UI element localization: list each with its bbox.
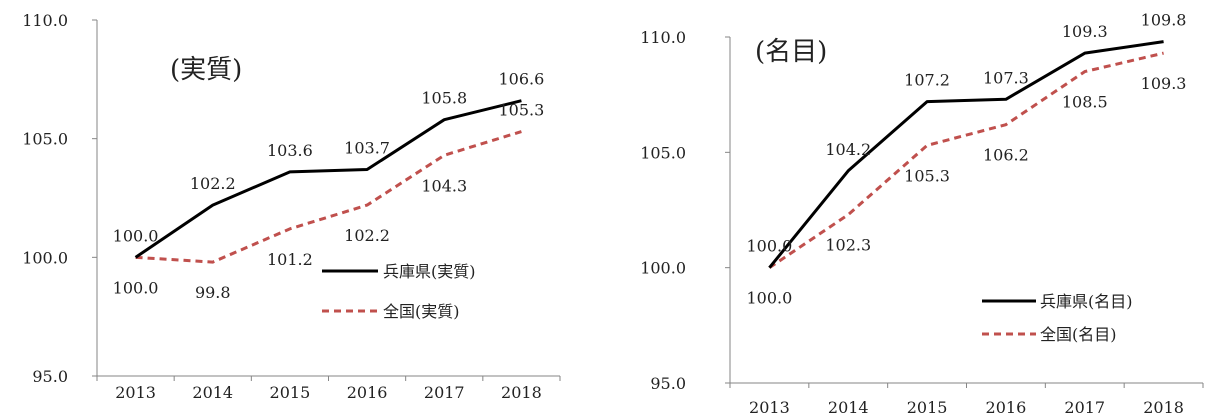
real-y-tick-label: 105.0: [22, 130, 68, 149]
real-legend-label: 全国(実質): [383, 302, 460, 321]
nominal-data-label: 100.0: [747, 237, 793, 256]
real-legend-label: 兵庫県(実質): [383, 262, 476, 281]
real-data-label: 99.8: [195, 283, 231, 302]
nominal-data-label: 109.3: [1062, 22, 1108, 41]
real-series-line-2: [135, 130, 522, 264]
nominal-x-tick-label: 2016: [986, 398, 1027, 416]
real-x-tick-label: 2016: [347, 383, 388, 402]
real-data-label: 100.0: [113, 226, 159, 245]
real-y-tick-label: 95.0: [32, 367, 68, 386]
nominal-data-label: 105.3: [904, 166, 950, 185]
real-data-label: 103.6: [267, 141, 313, 160]
nominal-data-label: 107.2: [904, 71, 950, 90]
real-y-tick-label: 100.0: [22, 248, 68, 267]
nominal-data-label: 109.8: [1141, 11, 1187, 30]
nominal-y-tick-label: 95.0: [650, 374, 686, 393]
real-series-line-1: [134, 99, 522, 259]
nominal-data-label: 104.2: [825, 140, 871, 159]
nominal-y-tick-label: 100.0: [640, 259, 686, 278]
real-data-label: 102.2: [344, 226, 390, 245]
nominal-x-tick-label: 2013: [749, 398, 790, 416]
real-data-label: 106.6: [499, 70, 545, 89]
nominal-data-label: 108.5: [1062, 93, 1108, 112]
real-y-tick-label: 110.0: [22, 11, 68, 30]
nominal-x-tick-label: 2017: [1064, 398, 1105, 416]
nominal-x-tick-label: 2018: [1143, 398, 1184, 416]
nominal-series-line-1: [768, 40, 1164, 269]
real-x-tick-label: 2014: [192, 383, 233, 402]
nominal-y-tick-label: 110.0: [640, 28, 686, 47]
real-x-tick-label: 2015: [270, 383, 311, 402]
nominal-series-line-2: [768, 51, 1164, 269]
nominal-x-tick-label: 2015: [907, 398, 948, 416]
real-data-label: 102.2: [190, 174, 236, 193]
real-x-tick-label: 2017: [424, 383, 465, 402]
real-data-label: 105.3: [499, 101, 545, 120]
real-data-label: 105.8: [421, 89, 467, 108]
real-chart-title: (実質): [170, 55, 242, 85]
nominal-y-tick-label: 105.0: [640, 143, 686, 162]
nominal-data-label: 102.3: [825, 236, 871, 255]
nominal-x-tick-label: 2014: [828, 398, 869, 416]
nominal-chart-title: (名目): [755, 37, 827, 67]
real-x-tick-label: 2013: [115, 383, 156, 402]
nominal-legend-label: 全国(名目): [1040, 325, 1117, 344]
real-data-label: 103.7: [344, 139, 390, 158]
chart-nominal: 95.0 100.0 105.0 110.0 2013 2014 2015 2016 2017 2…: [610, 0, 1219, 417]
real-x-tick-label: 2018: [501, 383, 542, 402]
real-data-label: 100.0: [113, 278, 159, 297]
nominal-legend-label: 兵庫県(名目): [1040, 292, 1133, 311]
nominal-data-label: 100.0: [747, 289, 793, 308]
nominal-data-label: 106.2: [983, 146, 1029, 165]
nominal-data-label: 107.3: [983, 68, 1029, 87]
chart-real-plot: 95.0 100.0 105.0 110.0 2013 2014 2015 2016 2017 2…: [22, 11, 561, 402]
nominal-data-label: 109.3: [1141, 74, 1187, 93]
chart-nominal-plot: 95.0 100.0 105.0 110.0 2013 2014 2015 2016 2017 2…: [640, 11, 1204, 417]
chart-real: 95.0 100.0 105.0 110.0 2013 2014 2015 2016 2017 2…: [0, 0, 600, 416]
real-data-label: 101.2: [267, 250, 313, 269]
real-data-label: 104.3: [421, 176, 467, 195]
